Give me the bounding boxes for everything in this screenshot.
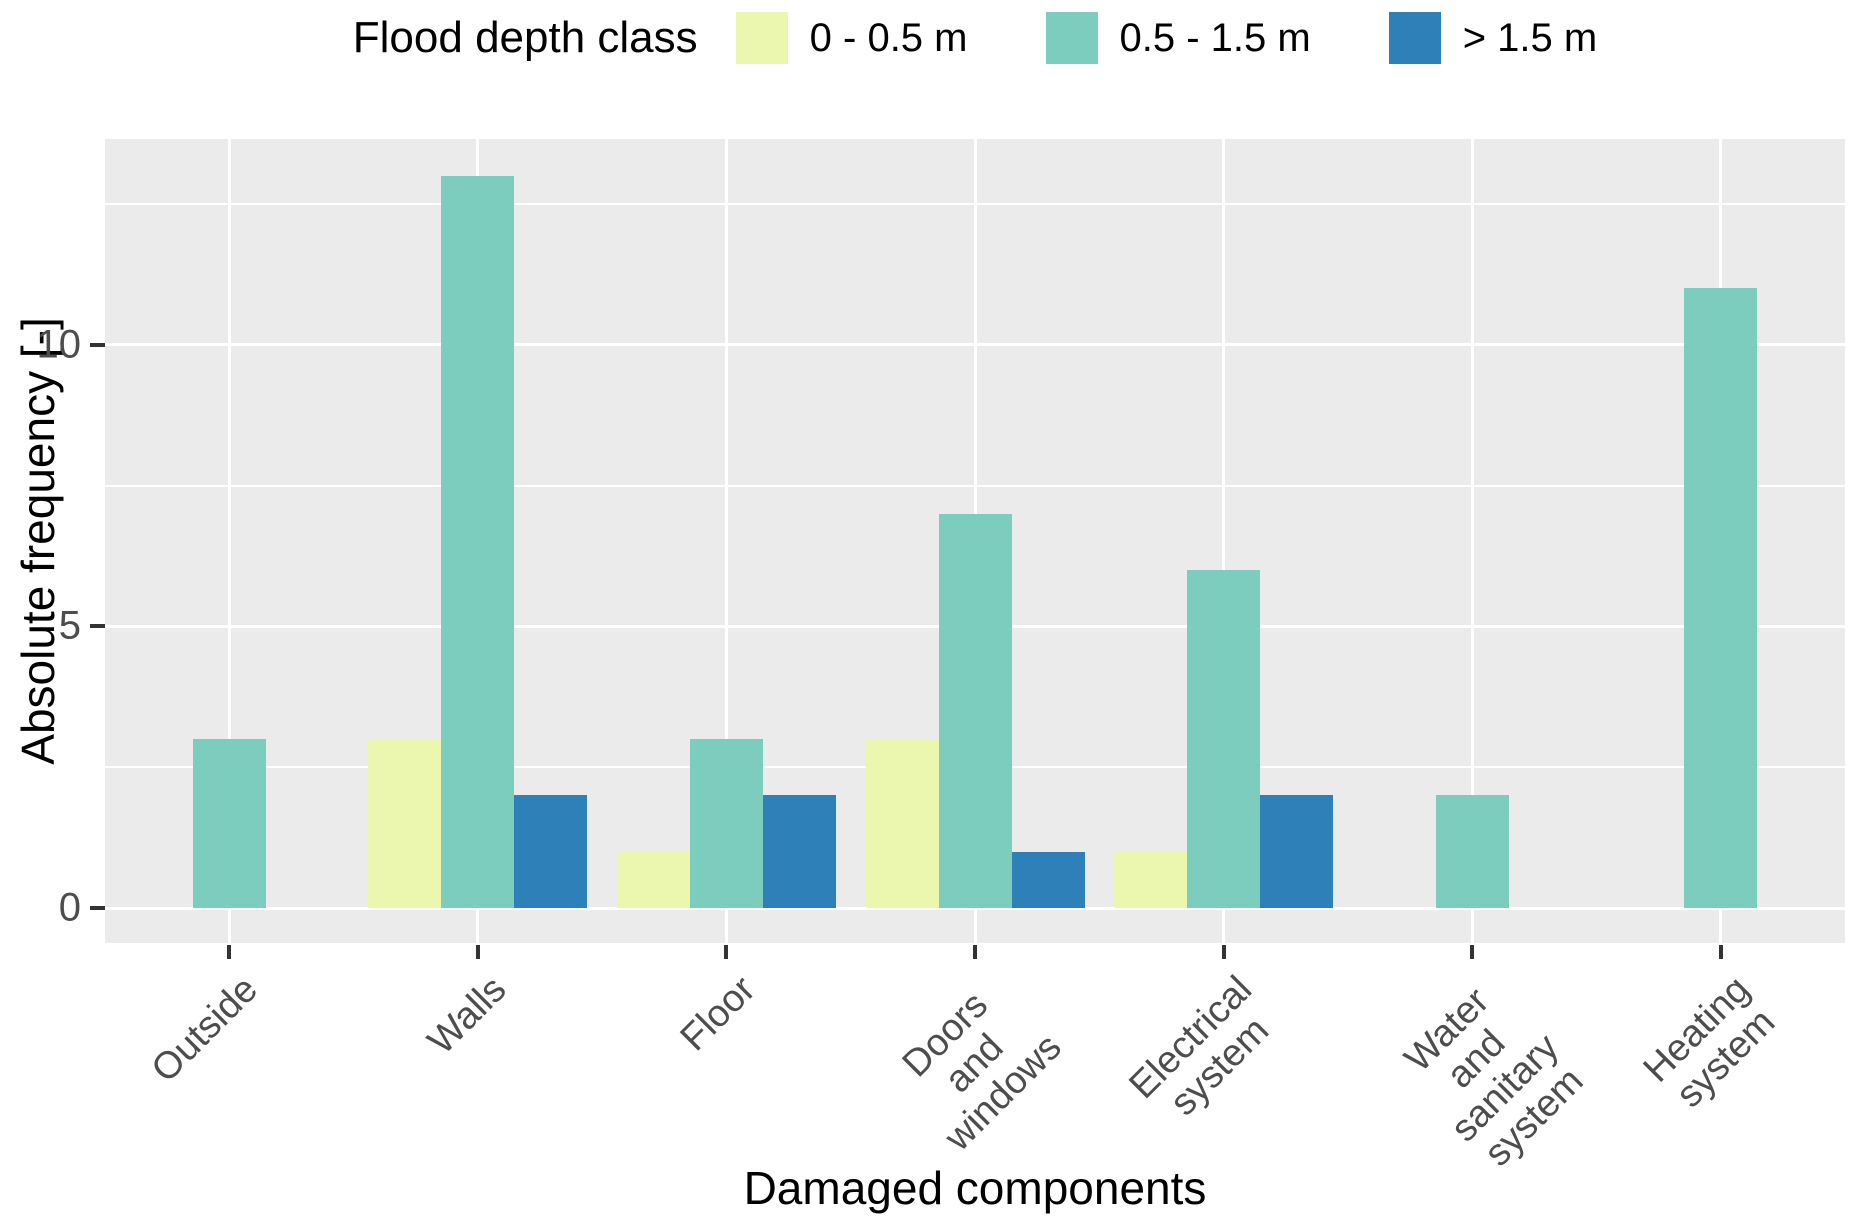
legend-item-label: 0.5 - 1.5 m [1119,15,1311,60]
legend-swatch-1 [1045,12,1098,64]
x-tick-label: Heating system [1635,968,1783,1116]
bar--1-5-m [762,795,836,909]
x-tick-mark [724,945,729,959]
x-tick-mark [227,945,232,959]
legend-swatch-0 [735,12,788,64]
y-tick-label: 5 [58,603,81,648]
bar--1-5-m [1011,851,1085,909]
bar--1-5-m [514,795,588,909]
x-tick-mark [973,945,977,959]
plot-panel [105,139,1845,943]
gridline-x-major [1222,139,1226,943]
gridline-x-major [1470,139,1474,943]
x-tick-label: Doors and windows [894,983,1071,1160]
bar-0-0-5-m [616,851,690,909]
bar-0-5-1-5-m [1435,795,1509,909]
y-tick-mark [90,342,105,347]
bar-0-5-1-5-m [938,513,1012,909]
legend-item-label: 0 - 0.5 m [809,15,968,60]
x-tick-mark [475,945,480,959]
bar-0-0-5-m [368,739,442,909]
x-tick-label: Floor [672,968,764,1060]
gridline-x-major [227,139,231,943]
y-tick-label: 10 [36,322,82,367]
y-tick-label: 0 [58,885,81,930]
y-tick-mark [90,624,105,629]
legend-item-0: 0 - 0.5 m [735,12,968,64]
legend: Flood depth class 0 - 0.5 m 0.5 - 1.5 m > … [105,6,1845,70]
bar-0-0-5-m [1114,851,1188,909]
legend-swatch-2 [1388,12,1441,64]
legend-item-1: 0.5 - 1.5 m [1045,12,1311,64]
y-tick-mark [90,906,105,911]
legend-item-label: > 1.5 m [1462,15,1598,60]
x-tick-label: Outside [143,968,267,1091]
x-axis-title: Damaged components [743,1162,1207,1214]
bar-0-0-5-m [865,739,939,909]
x-tick-label: Walls [420,968,515,1063]
x-tick-label: Water and sanitary system [1397,980,1592,1175]
legend-title: Flood depth class [352,13,698,62]
bar-0-5-1-5-m [192,739,266,909]
gridline-x-major [724,139,728,943]
bar-0-5-1-5-m [689,739,763,909]
x-tick-label: Electrical system [1121,968,1278,1125]
bar-0-5-1-5-m [1187,570,1261,909]
bar-0-5-1-5-m [441,175,515,909]
y-axis-title: Absolute frequency [-] [12,317,64,765]
bar-0-5-1-5-m [1684,288,1758,909]
x-tick-mark [1718,945,1723,959]
x-tick-mark [1470,945,1475,959]
bar--1-5-m [1260,795,1334,909]
x-tick-mark [1221,945,1226,959]
legend-item-2: > 1.5 m [1388,12,1598,64]
